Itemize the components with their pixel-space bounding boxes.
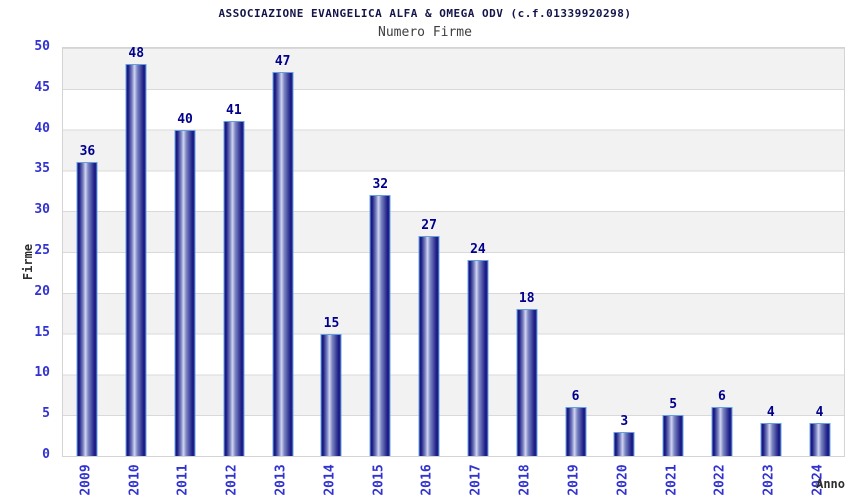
bar-slot: 6 (698, 48, 747, 456)
bar-value-label: 41 (226, 103, 242, 119)
bar-value-label: 4 (766, 405, 775, 421)
bar-2013 (272, 72, 294, 456)
bar-2019 (565, 407, 587, 456)
y-tick: 5 (42, 406, 50, 422)
bar-slot: 36 (63, 48, 112, 456)
bar-2020 (613, 431, 635, 456)
bar-value-label: 3 (620, 413, 629, 429)
x-tick: 2012 (208, 458, 257, 500)
bar-slot: 48 (112, 46, 161, 456)
bar-slot: 24 (454, 48, 503, 456)
x-tick: 2016 (404, 458, 453, 500)
y-tick: 50 (34, 39, 50, 54)
x-tick: 2018 (501, 458, 550, 500)
y-tick: 10 (34, 365, 50, 381)
bar-slot: 41 (209, 48, 258, 456)
bar-2024 (809, 423, 831, 456)
bar-value-label: 4 (815, 405, 824, 421)
x-tick: 2020 (599, 458, 648, 500)
bar-value-label: 32 (372, 176, 389, 192)
x-tick-text: 2009 (78, 464, 94, 496)
bar-slot: 15 (307, 48, 356, 456)
bar-value-label: 15 (323, 315, 340, 331)
x-tick-text: 2017 (468, 464, 484, 496)
x-axis-label: Anno (816, 477, 845, 491)
bar-slot: 47 (258, 48, 307, 456)
x-tick-text: 2023 (761, 464, 777, 496)
bar-2017 (467, 260, 489, 456)
y-tick: 15 (34, 324, 50, 340)
bar-slot: 32 (356, 48, 405, 456)
y-tick: 0 (42, 447, 50, 462)
y-axis-ticks: 0 5 10 15 20 25 30 35 40 45 50 (0, 39, 52, 462)
x-tick: 2014 (306, 458, 355, 500)
x-tick: 2009 (62, 458, 111, 500)
x-tick-text: 2022 (712, 464, 728, 496)
y-tick: 35 (34, 161, 50, 177)
bar-value-label: 18 (518, 291, 535, 307)
bar-slot: 27 (405, 48, 454, 456)
bar-slot: 3 (600, 48, 649, 456)
y-tick: 20 (34, 283, 50, 299)
bar-value-label: 6 (571, 389, 580, 405)
x-tick-text: 2016 (420, 464, 436, 496)
y-tick: 30 (34, 202, 50, 218)
bar-slot: 5 (649, 48, 698, 456)
bar-slot: 4 (746, 48, 795, 456)
y-tick: 45 (34, 79, 50, 95)
bar-2012 (223, 121, 245, 456)
x-axis-ticks: 2009 2010 2011 2012 2013 2014 2015 2016 2017 2018… (62, 458, 843, 500)
y-tick: 40 (34, 120, 50, 136)
x-tick-text: 2019 (566, 464, 582, 496)
bars-container: 36 48 40 41 47 15 32 27 24 18 6 3 5 6 4 4 (63, 46, 844, 456)
bar-2015 (369, 194, 391, 456)
x-tick-text: 2013 (273, 464, 289, 496)
bar-value-label: 24 (470, 242, 486, 258)
plot-area: 36 48 40 41 47 15 32 27 24 18 6 3 5 6 4 4 (62, 47, 845, 457)
bar-value-label: 5 (669, 397, 678, 413)
bar-2011 (174, 129, 196, 456)
bar-slot: 4 (795, 48, 844, 456)
x-tick: 2021 (648, 458, 697, 500)
bar-2016 (418, 235, 440, 456)
x-tick-text: 2010 (127, 464, 143, 496)
bar-2021 (662, 415, 684, 456)
bar-slot: 18 (502, 48, 551, 456)
x-tick: 2015 (355, 458, 404, 500)
bar-2022 (711, 407, 733, 456)
bar-2023 (760, 423, 782, 456)
x-tick-text: 2015 (371, 464, 387, 496)
bar-value-label: 40 (177, 111, 193, 127)
bar-2018 (516, 309, 538, 456)
chart-subtitle: Numero Firme (378, 25, 472, 40)
x-tick: 2019 (550, 458, 599, 500)
bar-value-label: 48 (128, 46, 145, 62)
x-tick: 2013 (257, 458, 306, 500)
y-tick: 25 (34, 243, 50, 258)
x-tick-text: 2021 (664, 464, 680, 496)
chart-title: ASSOCIAZIONE EVANGELICA ALFA & OMEGA ODV… (218, 7, 632, 20)
bar-value-label: 27 (421, 217, 437, 233)
bar-2009 (76, 162, 98, 456)
x-tick-text: 2014 (322, 464, 338, 496)
x-tick-text: 2012 (224, 464, 240, 496)
bar-slot: 6 (551, 48, 600, 456)
x-tick-text: 2011 (176, 464, 192, 496)
x-tick: 2017 (453, 458, 502, 500)
x-tick: 2022 (697, 458, 746, 500)
x-tick: 2023 (745, 458, 794, 500)
x-tick-text: 2018 (517, 464, 533, 496)
x-tick-text: 2020 (615, 464, 631, 496)
x-tick: 2010 (111, 458, 160, 500)
bar-value-label: 47 (274, 54, 291, 70)
bar-value-label: 6 (718, 389, 726, 405)
bar-2010 (125, 64, 147, 456)
bar-value-label: 36 (79, 144, 96, 160)
x-tick: 2011 (160, 458, 209, 500)
bar-slot: 40 (161, 48, 210, 456)
bar-2014 (320, 333, 342, 456)
